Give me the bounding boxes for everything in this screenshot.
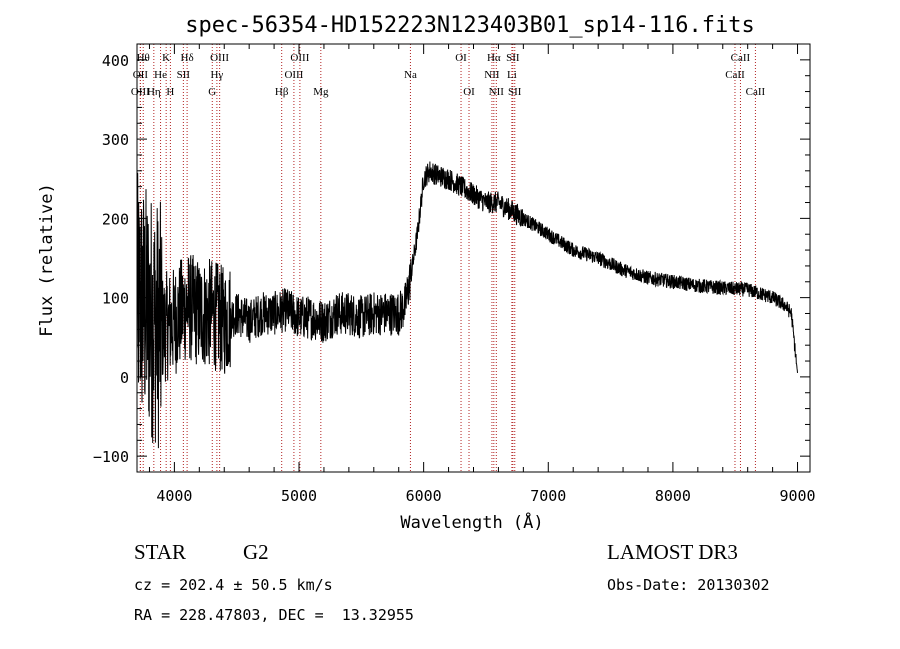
coordinates: RA = 228.47803, DEC = 13.32955 xyxy=(134,606,414,624)
line-label-3: Hη xyxy=(147,86,161,98)
x-tick-label-5: 9000 xyxy=(779,487,815,505)
line-label-19: Hα xyxy=(487,52,501,64)
chart-title: spec-56354-HD152223N123403B01_sp14-116.f… xyxy=(185,13,755,38)
y-tick-label-3: 200 xyxy=(102,210,129,228)
y-tick-label-2: 100 xyxy=(102,290,129,308)
line-label-16: Na xyxy=(404,69,417,81)
line-label-22: Li xyxy=(507,69,517,81)
line-label-8: Hδ xyxy=(181,52,194,64)
redshift-value: cz = 202.4 ± 50.5 km/s xyxy=(134,576,333,594)
y-tick-label-1: 0 xyxy=(120,369,129,387)
line-label-26: CaII xyxy=(731,52,751,64)
obs-date: Obs-Date: 20130302 xyxy=(607,576,770,594)
line-label-2: Hθ xyxy=(137,52,150,64)
object-class: STAR xyxy=(134,540,186,564)
x-tick-label-4: 8000 xyxy=(655,487,691,505)
x-tick-label-1: 5000 xyxy=(281,487,317,505)
line-label-4: He xyxy=(154,69,167,81)
y-tick-label-4: 300 xyxy=(102,131,129,149)
line-label-15: Mg xyxy=(313,86,329,98)
spectral-line-markers xyxy=(139,44,756,472)
line-label-20: NII xyxy=(484,69,500,81)
plot-frame xyxy=(136,43,811,473)
survey-name: LAMOST DR3 xyxy=(607,540,738,564)
x-axis: 4000 5000 6000 7000 8000 9000 xyxy=(148,44,816,505)
line-label-13: OIII xyxy=(284,69,303,81)
line-label-11: Hγ xyxy=(210,69,223,81)
line-label-17: OI xyxy=(455,52,467,64)
line-label-21: NII xyxy=(489,86,505,98)
line-label-18: OI xyxy=(463,86,475,98)
x-tick-label-2: 6000 xyxy=(406,487,442,505)
line-label-27: CaII xyxy=(746,86,766,98)
object-subclass: G2 xyxy=(243,540,269,564)
x-tick-label-3: 7000 xyxy=(530,487,566,505)
line-label-14: OIII xyxy=(290,52,309,64)
x-tick-label-0: 4000 xyxy=(156,487,192,505)
line-label-6: H xyxy=(166,86,174,98)
y-axis-label: Flux (relative) xyxy=(37,183,57,337)
y-tick-label-5: 400 xyxy=(102,52,129,70)
y-tick-label-0: −100 xyxy=(93,448,129,466)
line-label-5: K xyxy=(162,52,170,64)
x-axis-label: Wavelength (Å) xyxy=(400,511,543,533)
spectral-line-labels: OIIOIIIHθHηHeKHSIIHδGOIIIHγHβOIIIOIIIMgN… xyxy=(131,52,766,98)
line-label-9: G xyxy=(208,86,216,98)
y-axis: −100 0 100 200 300 400 xyxy=(93,52,810,466)
line-label-10: OIII xyxy=(210,52,229,64)
line-label-12: Hβ xyxy=(275,86,289,98)
spectrum-series-line xyxy=(136,161,798,449)
line-label-24: SII xyxy=(508,86,522,98)
line-label-7: SII xyxy=(177,69,191,81)
line-label-23: SII xyxy=(506,52,520,64)
line-label-25: CaII xyxy=(725,69,745,81)
line-label-0: OII xyxy=(133,69,149,81)
